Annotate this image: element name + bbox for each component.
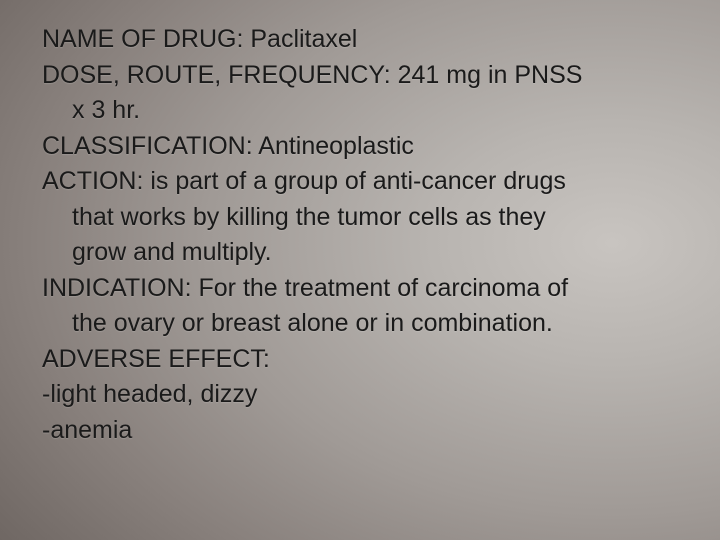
action-label: ACTION: [42,167,143,195]
dose-value: 241 mg in PNSS [398,61,583,89]
adverse-item-2: -anemia [42,413,682,449]
classification-label: CLASSIFICATION: [42,132,253,160]
dose-cont: x 3 hr. [42,93,682,129]
slide-container: NAME OF DRUG: Paclitaxel DOSE, ROUTE, FR… [0,0,720,540]
indication-cont: the ovary or breast alone or in combinat… [42,306,682,342]
drug-name-value: Paclitaxel [250,25,357,53]
action-value: is part of a group of anti-cancer drugs [150,167,566,195]
indication-value: For the treatment of carcinoma of [199,274,569,302]
drug-name-label: NAME OF DRUG: [42,25,243,53]
slide-text-body: NAME OF DRUG: Paclitaxel DOSE, ROUTE, FR… [42,22,682,448]
adverse-effect-label: ADVERSE EFFECT: [42,342,682,378]
dose-line: DOSE, ROUTE, FREQUENCY: 241 mg in PNSS [42,58,682,94]
action-line: ACTION: is part of a group of anti-cance… [42,164,682,200]
action-cont1: that works by killing the tumor cells as… [42,200,682,236]
drug-name-line: NAME OF DRUG: Paclitaxel [42,22,682,58]
adverse-item-1: -light headed, dizzy [42,377,682,413]
action-cont2: grow and multiply. [42,235,682,271]
indication-line: INDICATION: For the treatment of carcino… [42,271,682,307]
classification-value: Antineoplastic [258,132,414,160]
indication-label: INDICATION: [42,274,192,302]
dose-label: DOSE, ROUTE, FREQUENCY: [42,61,391,89]
classification-line: CLASSIFICATION: Antineoplastic [42,129,682,165]
